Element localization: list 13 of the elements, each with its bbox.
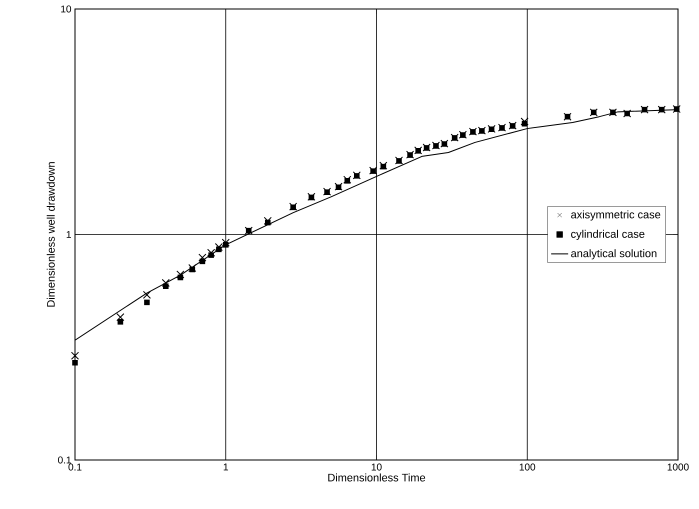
x-axis-title: Dimensionless Time [328,473,426,482]
x-tick-label: 10 [372,464,382,471]
y-tick-label: 1 [66,231,71,238]
legend-label: axisymmetric case [571,210,660,221]
x-tick-label: 1000 [668,464,689,471]
x-tick-label: 0.1 [68,464,82,471]
x-tick-label: 100 [520,464,536,471]
y-tick-label: 0.1 [58,456,71,464]
legend-label: cylindrical case [571,230,644,240]
y-axis-title: Dimensionless well drawdown [46,162,55,307]
x-tick-label: 1 [224,464,228,470]
legend-label: analytical solution [571,249,656,260]
y-tick-label: 10 [61,5,72,13]
